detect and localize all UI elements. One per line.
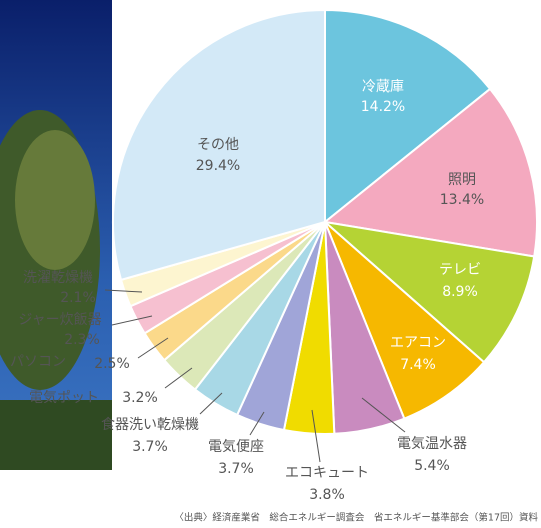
slice-value: 29.4% xyxy=(196,158,240,174)
slice-name: 電気便座 xyxy=(208,439,264,455)
source-note: 〈出典〉経済産業省 総合エネルギー調査会 省エネルギー基準部会（第17回）資料 xyxy=(174,512,538,524)
slice-value: 13.4% xyxy=(440,192,484,208)
slice-value: 2.3% xyxy=(64,332,100,348)
slice-value: 3.2% xyxy=(122,390,158,406)
slice-name: テレビ xyxy=(439,262,481,278)
pie xyxy=(113,10,537,434)
slice-name: 照明 xyxy=(448,172,476,188)
slice-name: 電気ポット xyxy=(29,390,99,406)
slice-value: 8.9% xyxy=(442,284,478,300)
slice-name: 冷蔵庫 xyxy=(362,78,404,95)
slice-value: 3.8% xyxy=(309,487,345,503)
slice-value: 2.1% xyxy=(60,290,96,306)
chart: 冷蔵庫 14.2% 照明 13.4% テレビ 8.9% エアコン 7.4% 電気温水器 5.4% エ… xyxy=(0,0,541,528)
slice-name: 電気温水器 xyxy=(397,436,467,452)
slice-name: パソコン xyxy=(10,354,66,370)
slice-value: 5.4% xyxy=(414,458,450,474)
slice-value: 3.7% xyxy=(218,461,254,477)
slice-name: その他 xyxy=(197,137,239,153)
slice-name: エアコン xyxy=(390,335,446,351)
slice-value: 3.7% xyxy=(132,439,168,455)
slice-value: 2.5% xyxy=(94,356,130,372)
slice-value: 14.2% xyxy=(361,99,405,115)
slice-name: 食器洗い乾燥機 xyxy=(101,416,199,433)
slice-name: ジャー炊飯器 xyxy=(18,311,101,328)
slice-name: 洗濯乾燥機 xyxy=(23,270,93,286)
slice-value: 7.4% xyxy=(400,357,436,373)
slice-name: エコキュート xyxy=(285,465,369,481)
